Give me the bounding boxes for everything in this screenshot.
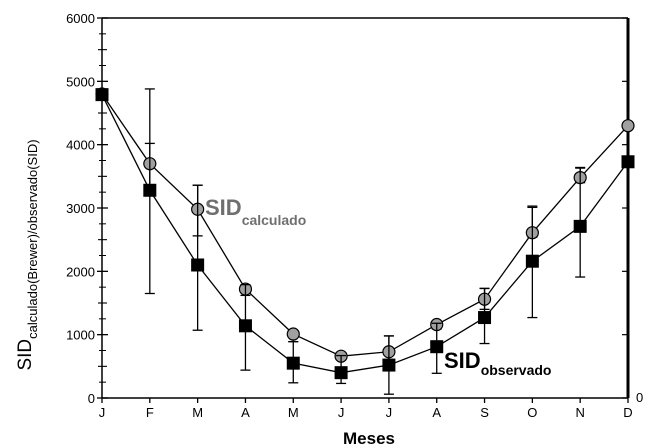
x-tick-label: A <box>241 405 250 420</box>
x-tick-label: J <box>338 405 345 420</box>
series-label-observado: SIDobservado <box>444 348 552 378</box>
point-observado <box>286 356 300 370</box>
y-tick-label: 5000 <box>66 74 95 89</box>
right-axis-label: 0 <box>636 390 643 405</box>
right-axis: 0 <box>622 17 643 405</box>
point-observado <box>382 358 396 372</box>
point-observado <box>238 319 252 333</box>
y-tick-label: 2000 <box>66 264 95 279</box>
y-tick-label: 0 <box>88 391 95 406</box>
y-axis: 0 1000 2000 3000 4000 5000 6000 <box>66 11 108 406</box>
point-observado <box>525 254 539 268</box>
y-tick-label: 6000 <box>66 11 95 26</box>
point-observado <box>191 258 205 272</box>
point-observado <box>430 340 444 354</box>
x-tick-label: M <box>288 405 299 420</box>
series-label-calculado: SIDcalculado <box>205 195 306 228</box>
y-axis-title: SIDcalculado(Brewer)/observado(SID) <box>15 139 40 370</box>
x-tick-label: S <box>480 405 489 420</box>
x-tick-label: F <box>146 405 154 420</box>
plot-frame <box>101 17 630 399</box>
point-observado <box>573 219 587 233</box>
svg-text:SIDcalculado(Brewer)/observado: SIDcalculado(Brewer)/observado(SID) <box>15 139 40 370</box>
y-tick-label: 1000 <box>66 328 95 343</box>
y-axis-title-sub: calculado(Brewer)/observado(SID) <box>25 139 40 338</box>
x-axis-title: Meses <box>343 429 395 447</box>
point-observado <box>334 366 348 380</box>
x-tick-label: D <box>623 405 632 420</box>
series-line-observado <box>101 94 629 374</box>
series-calculado <box>95 87 635 369</box>
x-tick-label: N <box>575 405 584 420</box>
point-calculado <box>286 327 300 341</box>
series-label-calculado-sub: calculado <box>242 212 307 228</box>
series-label-calculado-main: SID <box>205 195 242 220</box>
point-observado <box>478 311 492 325</box>
series-observado <box>95 88 635 395</box>
x-tick-label: A <box>432 405 441 420</box>
x-tick-label: O <box>527 405 537 420</box>
x-tick-label: M <box>192 405 203 420</box>
y-tick-label: 4000 <box>66 138 95 153</box>
x-tick-label: J <box>386 405 393 420</box>
y-tick-label: 3000 <box>66 201 95 216</box>
x-tick-label: J <box>99 405 106 420</box>
y-axis-title-main: SID <box>15 339 36 371</box>
series-label-observado-main: SID <box>444 348 481 373</box>
series-line-calculado <box>101 93 629 357</box>
series-layer <box>95 87 635 395</box>
point-observado <box>95 88 109 102</box>
point-observado <box>143 183 157 197</box>
series-label-observado-sub: observado <box>481 362 552 378</box>
point-calculado <box>621 119 635 133</box>
point-observado <box>621 155 635 169</box>
